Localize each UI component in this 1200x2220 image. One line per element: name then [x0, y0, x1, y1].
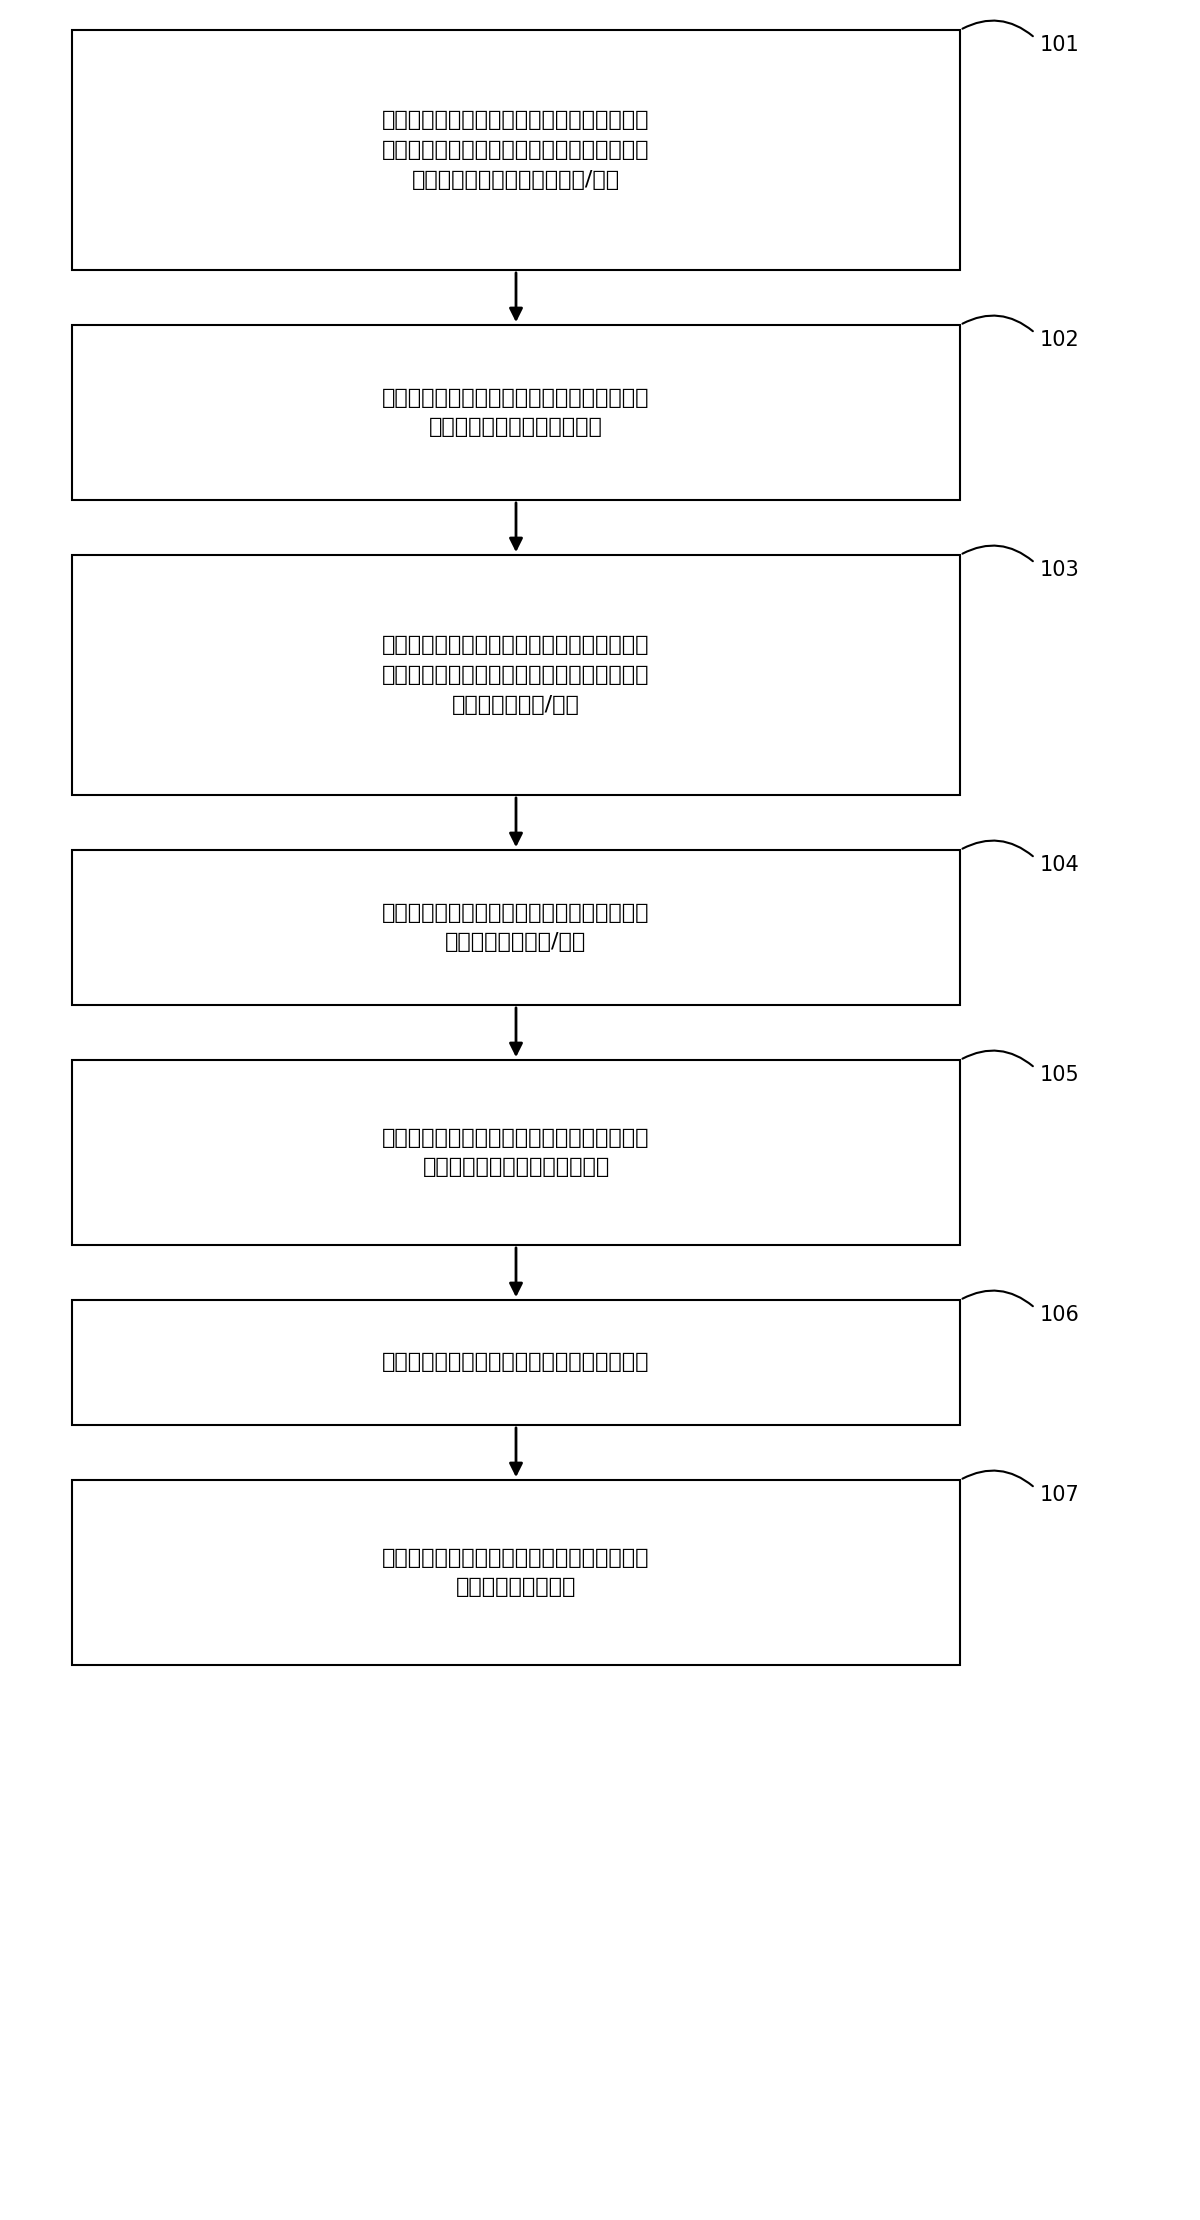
Text: 107: 107 [1040, 1485, 1080, 1505]
Text: 103: 103 [1040, 559, 1080, 579]
Bar [72, 1301, 960, 1425]
FancyArrowPatch shape [962, 20, 1033, 36]
Text: 对多层板进行化学沉铜，在多层板的表层和压
接孔的孔壁沉积一层化学沉铜层: 对多层板进行化学沉铜，在多层板的表层和压 接孔的孔壁沉积一层化学沉铜层 [383, 1128, 649, 1177]
Text: 进行褪膜操作，以去除压接孔的中间孔段的两
端外周余留的干膜/油墨: 进行褪膜操作，以去除压接孔的中间孔段的两 端外周余留的干膜/油墨 [383, 904, 649, 952]
Text: 在多层板上的预设位置进行钻孔，形成孔壁未
金属化的压接孔，且压接孔的中间孔段的两端
外周余留有干膜/油墨: 在多层板上的预设位置进行钻孔，形成孔壁未 金属化的压接孔，且压接孔的中间孔段的两… [383, 635, 649, 715]
Text: 104: 104 [1040, 855, 1080, 875]
Text: 106: 106 [1040, 1305, 1080, 1325]
Bar [72, 1481, 960, 1665]
Text: 105: 105 [1040, 1066, 1080, 1086]
FancyArrowPatch shape [962, 315, 1033, 331]
Bar [72, 555, 960, 795]
Text: 101: 101 [1040, 36, 1080, 56]
Text: 102: 102 [1040, 331, 1080, 351]
Text: 去除压接孔的中间孔段的无效孔铜，从而形成
可双面压接的压接孔: 去除压接孔的中间孔段的无效孔铜，从而形成 可双面压接的压接孔 [383, 1547, 649, 1598]
FancyArrowPatch shape [962, 1050, 1033, 1066]
Text: 对压接孔的孔壁进行电镀，使得孔壁铜层加厚: 对压接孔的孔壁进行电镀，使得孔壁铜层加厚 [383, 1352, 649, 1372]
Text: 将第一芯板、第二芯板以及其他芯板按照预设
顺序叠放后压合，形成多层板: 将第一芯板、第二芯板以及其他芯板按照预设 顺序叠放后压合，形成多层板 [383, 388, 649, 437]
Bar [72, 31, 960, 271]
FancyArrowPatch shape [962, 841, 1033, 857]
FancyArrowPatch shape [962, 1470, 1033, 1485]
FancyArrowPatch shape [962, 546, 1033, 562]
FancyArrowPatch shape [962, 1290, 1033, 1305]
Bar [72, 1059, 960, 1245]
Bar [72, 850, 960, 1006]
Bar [72, 324, 960, 500]
Text: 按照预设叠板顺序，对于位于第一指定层的第
一芯板和位于第二指定层的第二芯板，分别于
板面的预设区域制作一层干膜/油墨: 按照预设叠板顺序，对于位于第一指定层的第 一芯板和位于第二指定层的第二芯板，分别… [383, 111, 649, 189]
